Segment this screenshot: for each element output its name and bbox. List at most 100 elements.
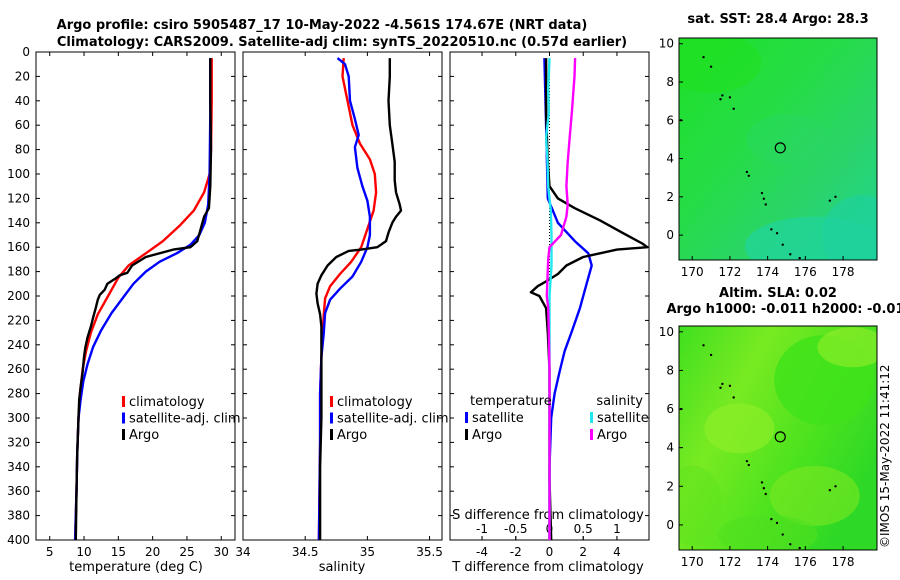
x-axis-label: T difference from climatology [451, 560, 644, 575]
legend-item: Argo [597, 428, 627, 443]
x-tick-label: 172 [718, 265, 741, 279]
island-marker [719, 98, 722, 101]
y-tick-label: 320 [7, 435, 30, 449]
x-tick-label: 20 [145, 545, 160, 559]
legend-item: Argo [472, 428, 502, 443]
y-tick-label: 120 [7, 191, 30, 205]
x-tick-label: 170 [681, 265, 704, 279]
x-tick-label: 30 [214, 545, 229, 559]
x-tick-label: 34.5 [292, 545, 319, 559]
x-tick-label: 25 [179, 545, 194, 559]
island-marker [770, 228, 773, 231]
island-marker [702, 344, 705, 347]
legend-item-swatch [122, 412, 125, 424]
legend-item-swatch [465, 412, 468, 423]
legend-item-swatch [590, 412, 593, 423]
legend-item: satellite-adj. clim [129, 412, 241, 427]
x-tick-label: 2 [579, 545, 587, 559]
island-marker [781, 533, 784, 536]
legend-item: satellite-adj. clim [337, 412, 449, 427]
x-tick-label: -0.5 [504, 522, 527, 536]
series-line-argo [315, 58, 403, 540]
island-marker [728, 96, 732, 99]
y-tick-label: 4 [666, 152, 674, 166]
island-marker [789, 543, 792, 546]
y-tick-label: 80 [15, 143, 30, 157]
island-marker [732, 396, 735, 399]
island-marker [745, 459, 749, 463]
map-field-patches [679, 327, 877, 550]
island-marker [764, 203, 767, 206]
field-patch [817, 327, 877, 368]
island-marker [781, 243, 784, 246]
x-tick-label: -4 [476, 545, 488, 559]
legend-item: Argo [129, 428, 159, 443]
y-tick-label: 260 [7, 362, 30, 376]
x-axis-label: temperature (deg C) [69, 560, 203, 575]
x-tick-label: 15 [111, 545, 126, 559]
island-marker [709, 353, 713, 357]
map-frame [678, 325, 878, 551]
y-tick-label: 380 [7, 509, 30, 523]
field-patch [746, 114, 827, 165]
x-tick-label: 35 [360, 545, 375, 559]
field-patch [821, 195, 877, 260]
x-axis-label: salinity [319, 560, 366, 575]
island-marker [702, 55, 705, 59]
y-tick-label: 0 [22, 45, 30, 59]
x-tick-label: 1 [613, 522, 621, 536]
x-tick-label: 172 [718, 555, 741, 569]
field-patch [679, 465, 723, 546]
y-tick-label: 2 [666, 190, 674, 204]
island-marker [745, 170, 749, 174]
island-marker [760, 191, 764, 195]
island-marker [760, 481, 764, 484]
series-line-satellite-adj-clim [317, 57, 372, 541]
island-marker [828, 199, 832, 202]
y-tick-label: 2 [666, 479, 674, 493]
y-tick-label: 300 [7, 411, 30, 425]
x-tick-label: 35.5 [416, 545, 443, 559]
island-marker [747, 174, 750, 177]
x-tick-label: 178 [832, 265, 855, 279]
temperature-panel: 0 20 40 60 80 100 120 140 160 180 200 220 240 260 280 3… [7, 45, 241, 575]
island-marker [798, 546, 801, 550]
top-x-axis-label: S difference from climatology [452, 508, 644, 523]
field-patch [769, 465, 860, 526]
legend-item: Argo [337, 428, 367, 443]
sla-map-panel: 170 172 174 176 178 0 2 4 6 8 10 Altim. SLA: 0.02Ar… [659, 286, 900, 569]
salinity-axes-box [242, 51, 443, 541]
x-tick-label: 10 [76, 545, 91, 559]
legend-item-swatch [122, 396, 125, 407]
y-tick-label: 280 [7, 387, 30, 401]
field-patch [704, 403, 775, 454]
island-marker [770, 517, 773, 521]
y-tick-label: 0 [666, 518, 674, 532]
figure-title-line1: Argo profile: csiro 5905487_17 10-May-20… [57, 18, 588, 33]
x-tick-label: 0.5 [574, 522, 593, 536]
y-tick-label: 60 [15, 118, 30, 132]
legend-item: climatology [337, 395, 413, 410]
series-line-salinity-argo [545, 58, 577, 540]
y-tick-label: 6 [666, 402, 674, 416]
sst-map-panel: 170 172 174 176 178 0 2 4 6 8 10 sat. SST: 28.4 Arg… [659, 12, 878, 279]
y-tick-label: 340 [7, 460, 30, 474]
island-marker [709, 65, 713, 68]
x-tick-label: 0 [546, 545, 554, 559]
x-tick-label: 174 [756, 265, 779, 279]
y-tick-label: 400 [7, 533, 30, 547]
x-tick-label: -1 [476, 522, 488, 536]
y-tick-label: 240 [7, 338, 30, 352]
sla-map-title-line2: Argo h1000: -0.011 h2000: -0.014 [666, 302, 900, 317]
series-line-argo [74, 58, 213, 541]
legend-item-swatch [330, 396, 333, 407]
legend-item-swatch [330, 429, 333, 440]
y-tick-label: 10 [659, 37, 674, 51]
legend-item-swatch [330, 412, 333, 424]
legend-item-swatch [590, 429, 593, 440]
island-marker [789, 253, 792, 256]
y-tick-label: 220 [7, 313, 30, 327]
x-tick-label: 176 [794, 555, 817, 569]
y-tick-label: 160 [7, 240, 30, 254]
